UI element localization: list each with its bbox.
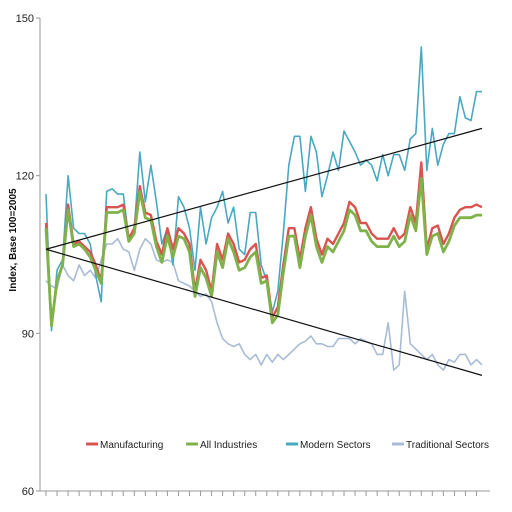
y-tick-label: 150 — [16, 13, 34, 25]
series-line-traditional-sectors — [45, 237, 483, 371]
series-line-manufacturing — [44, 161, 483, 327]
legend: Manufacturing All Industries Modern Sector… — [86, 440, 489, 451]
series-layer — [44, 46, 483, 371]
trendline-traditional-sectors — [45, 248, 483, 376]
x-ticks — [45, 491, 477, 496]
series-line-modern-sectors — [45, 46, 482, 332]
y-tick-label: 120 — [16, 171, 34, 183]
y-ticks: 60 90 120 150 — [16, 13, 40, 498]
series-line-all-industries — [44, 176, 482, 327]
y-axis: 60 90 120 150 Index, Base 100=2005 — [8, 13, 41, 498]
y-tick-label: 90 — [22, 328, 34, 340]
legend-label-modern-sectors: Modern Sectors — [300, 440, 371, 451]
legend-label-all-industries: All Industries — [200, 440, 257, 451]
y-tick-label: 60 — [22, 486, 34, 498]
x-axis — [40, 490, 490, 496]
legend-label-manufacturing: Manufacturing — [100, 440, 163, 451]
y-axis-title: Index, Base 100=2005 — [8, 188, 19, 292]
trendline-modern-sectors — [45, 127, 483, 250]
legend-label-traditional-sectors: Traditional Sectors — [406, 440, 489, 451]
trend-layer — [45, 127, 483, 376]
